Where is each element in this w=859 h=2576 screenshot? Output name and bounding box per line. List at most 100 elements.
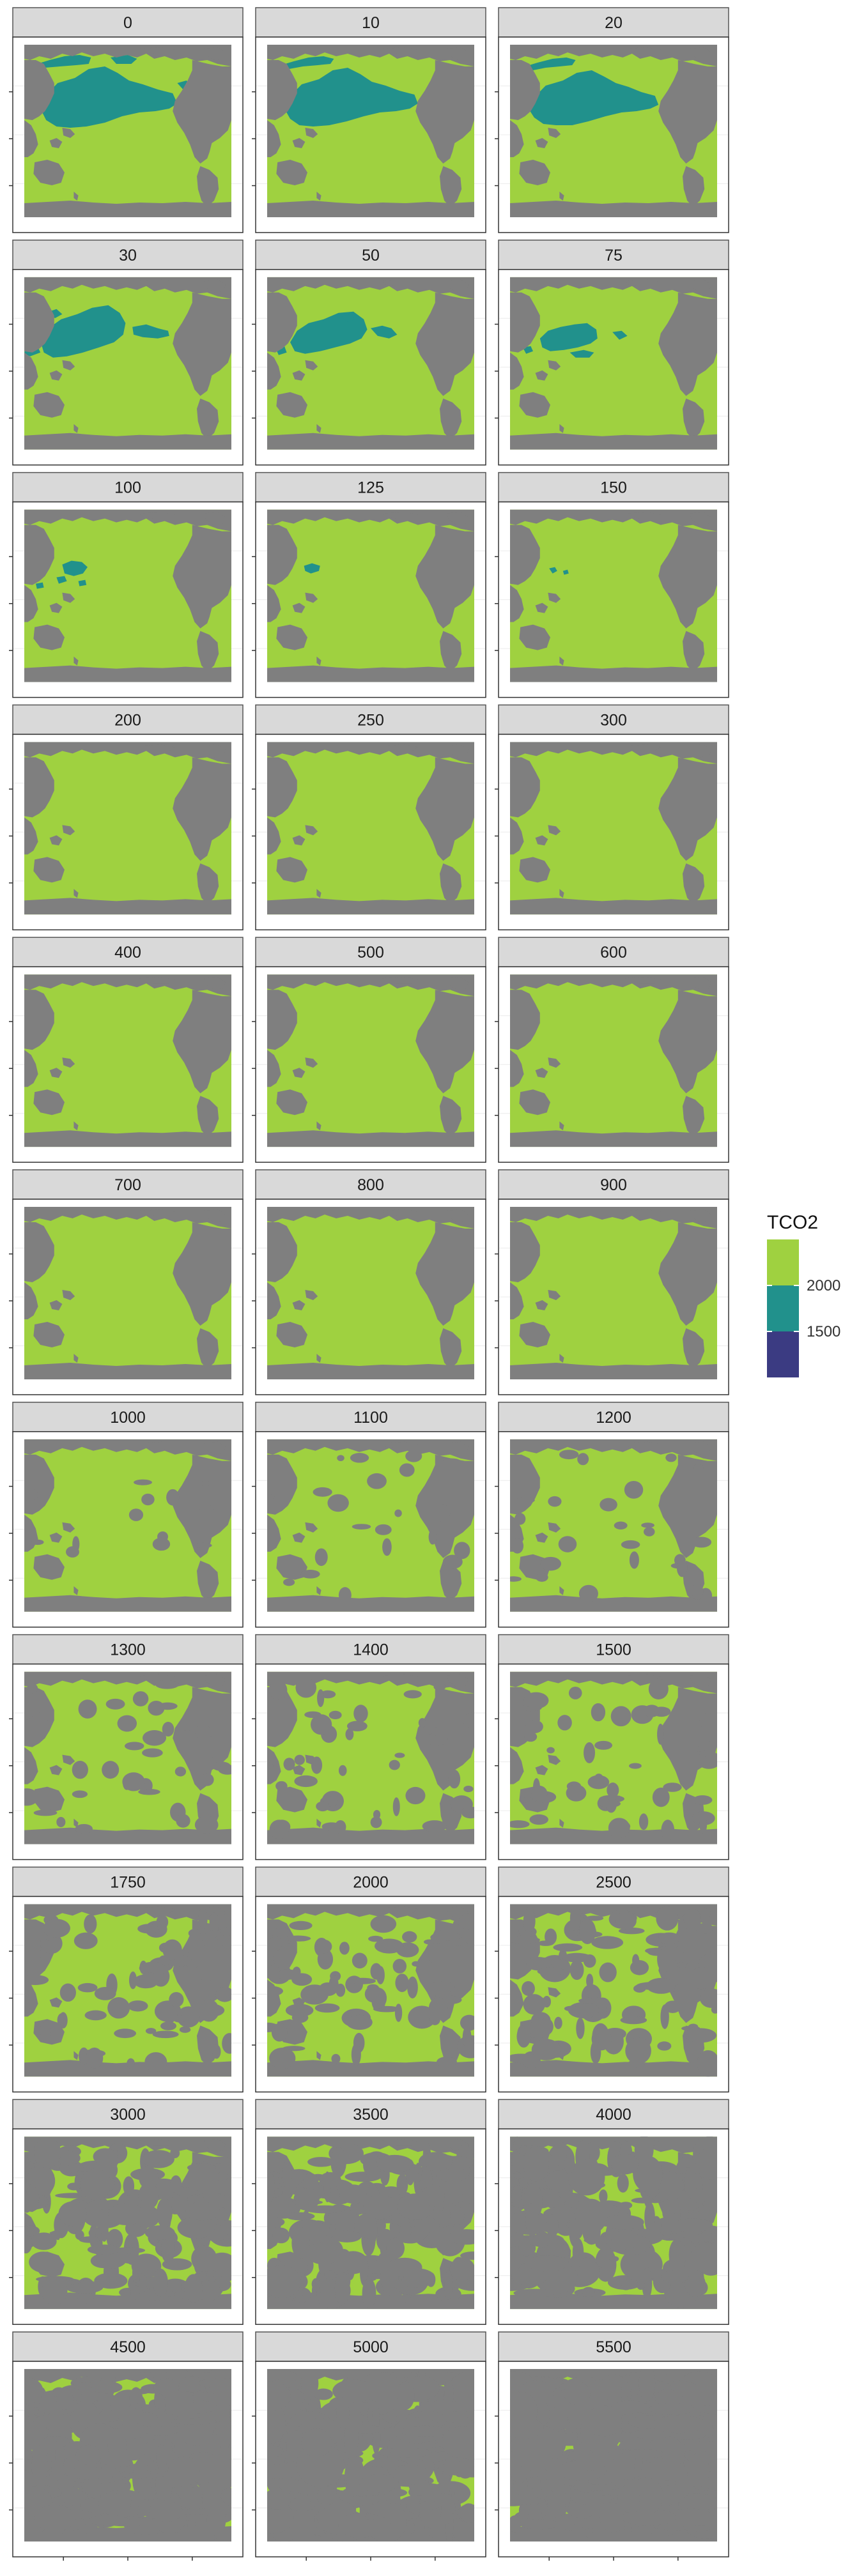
land-mass — [519, 392, 550, 418]
land-mass — [267, 433, 474, 450]
facet-400: 400 — [9, 937, 244, 1163]
seafloor — [510, 1936, 540, 1944]
land-mass — [24, 1595, 231, 1612]
land-mass — [33, 624, 65, 650]
land-mass — [689, 47, 711, 60]
facet-map — [510, 974, 717, 1147]
land-mass — [197, 1096, 219, 1137]
facet-150: 150 — [495, 471, 729, 698]
land-mass — [24, 1439, 231, 1461]
land-mass — [382, 977, 418, 984]
seafloor — [689, 1967, 714, 1989]
land-mass — [658, 1454, 717, 1558]
seafloor — [523, 1994, 545, 2015]
land-mass — [173, 990, 231, 1094]
land-mass — [24, 1979, 38, 2017]
seafloor — [531, 2039, 561, 2060]
seafloor — [371, 1988, 387, 2009]
land-mass — [510, 665, 717, 682]
facet-250: 250 — [252, 704, 486, 931]
seafloor — [220, 2441, 229, 2453]
facet-700: 700 — [9, 1169, 244, 1395]
seafloor — [294, 1775, 318, 1788]
land-mass — [24, 1207, 231, 1229]
land-mass — [203, 47, 226, 60]
land-mass — [33, 160, 65, 185]
seafloor — [637, 2280, 646, 2290]
seafloor — [272, 2227, 290, 2244]
facet-strip-label: 250 — [357, 711, 384, 729]
seafloor — [56, 2388, 74, 2411]
land-mass — [446, 744, 468, 758]
land-mass — [267, 817, 281, 855]
seafloor — [617, 2484, 640, 2513]
seafloor — [175, 2187, 198, 2196]
facet-100: 100 — [9, 471, 244, 698]
land-mass — [510, 1050, 524, 1087]
land-mass — [74, 1121, 79, 1131]
land-mass — [415, 990, 474, 1094]
land-mass — [510, 45, 717, 66]
facet-strip — [12, 240, 244, 270]
seafloor — [43, 1919, 70, 1938]
seafloor — [336, 2249, 352, 2271]
land-mass — [510, 817, 524, 855]
seafloor — [135, 2403, 143, 2418]
facet-strip — [255, 471, 486, 503]
seafloor — [523, 1731, 538, 1742]
facet-map — [24, 742, 231, 915]
seafloor — [433, 1683, 446, 1691]
legend-key-teal — [767, 1285, 799, 1331]
seafloor — [447, 2229, 475, 2245]
facet-strip-label: 1400 — [353, 1641, 389, 1659]
facet-map — [267, 509, 474, 682]
land-mass — [197, 166, 219, 207]
seafloor — [514, 1513, 526, 1525]
land-mass — [49, 138, 63, 148]
seafloor — [428, 1529, 437, 1545]
land-mass — [689, 1441, 711, 1455]
seafloor — [631, 2197, 655, 2204]
seafloor — [295, 1677, 317, 1698]
seafloor — [144, 2225, 175, 2241]
land-mass — [510, 525, 540, 585]
seafloor — [375, 1524, 392, 1535]
land-mass — [658, 292, 717, 396]
seafloor — [428, 1997, 448, 2019]
facet-1400: 1400 — [252, 1634, 486, 1860]
land-mass — [24, 974, 231, 997]
land-mass — [683, 166, 705, 207]
land-mass — [24, 45, 231, 66]
seafloor — [591, 1703, 606, 1722]
land-mass — [203, 512, 226, 525]
seafloor — [370, 1963, 382, 1980]
seafloor — [58, 2201, 88, 2227]
seafloor — [617, 2174, 629, 2193]
seafloor — [621, 1540, 640, 1549]
land-mass — [683, 1328, 705, 1369]
seafloor — [691, 1537, 712, 1548]
seafloor — [691, 1720, 704, 1728]
seafloor — [512, 2185, 522, 2207]
seafloor — [311, 2278, 321, 2290]
facet-strip-label: 3000 — [110, 2106, 146, 2124]
seafloor — [625, 2037, 651, 2064]
seafloor — [127, 2000, 148, 2012]
land-mass — [292, 1532, 306, 1543]
seafloor — [128, 1508, 144, 1521]
land-mass — [267, 1687, 297, 1747]
tco2-below-2000-region — [36, 55, 91, 68]
seafloor — [24, 2232, 33, 2254]
seafloor — [206, 2504, 226, 2536]
seafloor — [65, 2467, 112, 2480]
land-mass — [62, 1290, 75, 1300]
land-mass — [689, 512, 711, 525]
land-mass — [683, 398, 705, 440]
land-mass — [689, 279, 711, 293]
seafloor — [198, 1999, 219, 2022]
seafloor — [610, 2154, 639, 2175]
land-mass — [49, 1068, 63, 1078]
land-mass — [689, 1674, 711, 1687]
facet-1750: 1750 — [9, 1866, 244, 2093]
seafloor — [564, 2156, 575, 2174]
